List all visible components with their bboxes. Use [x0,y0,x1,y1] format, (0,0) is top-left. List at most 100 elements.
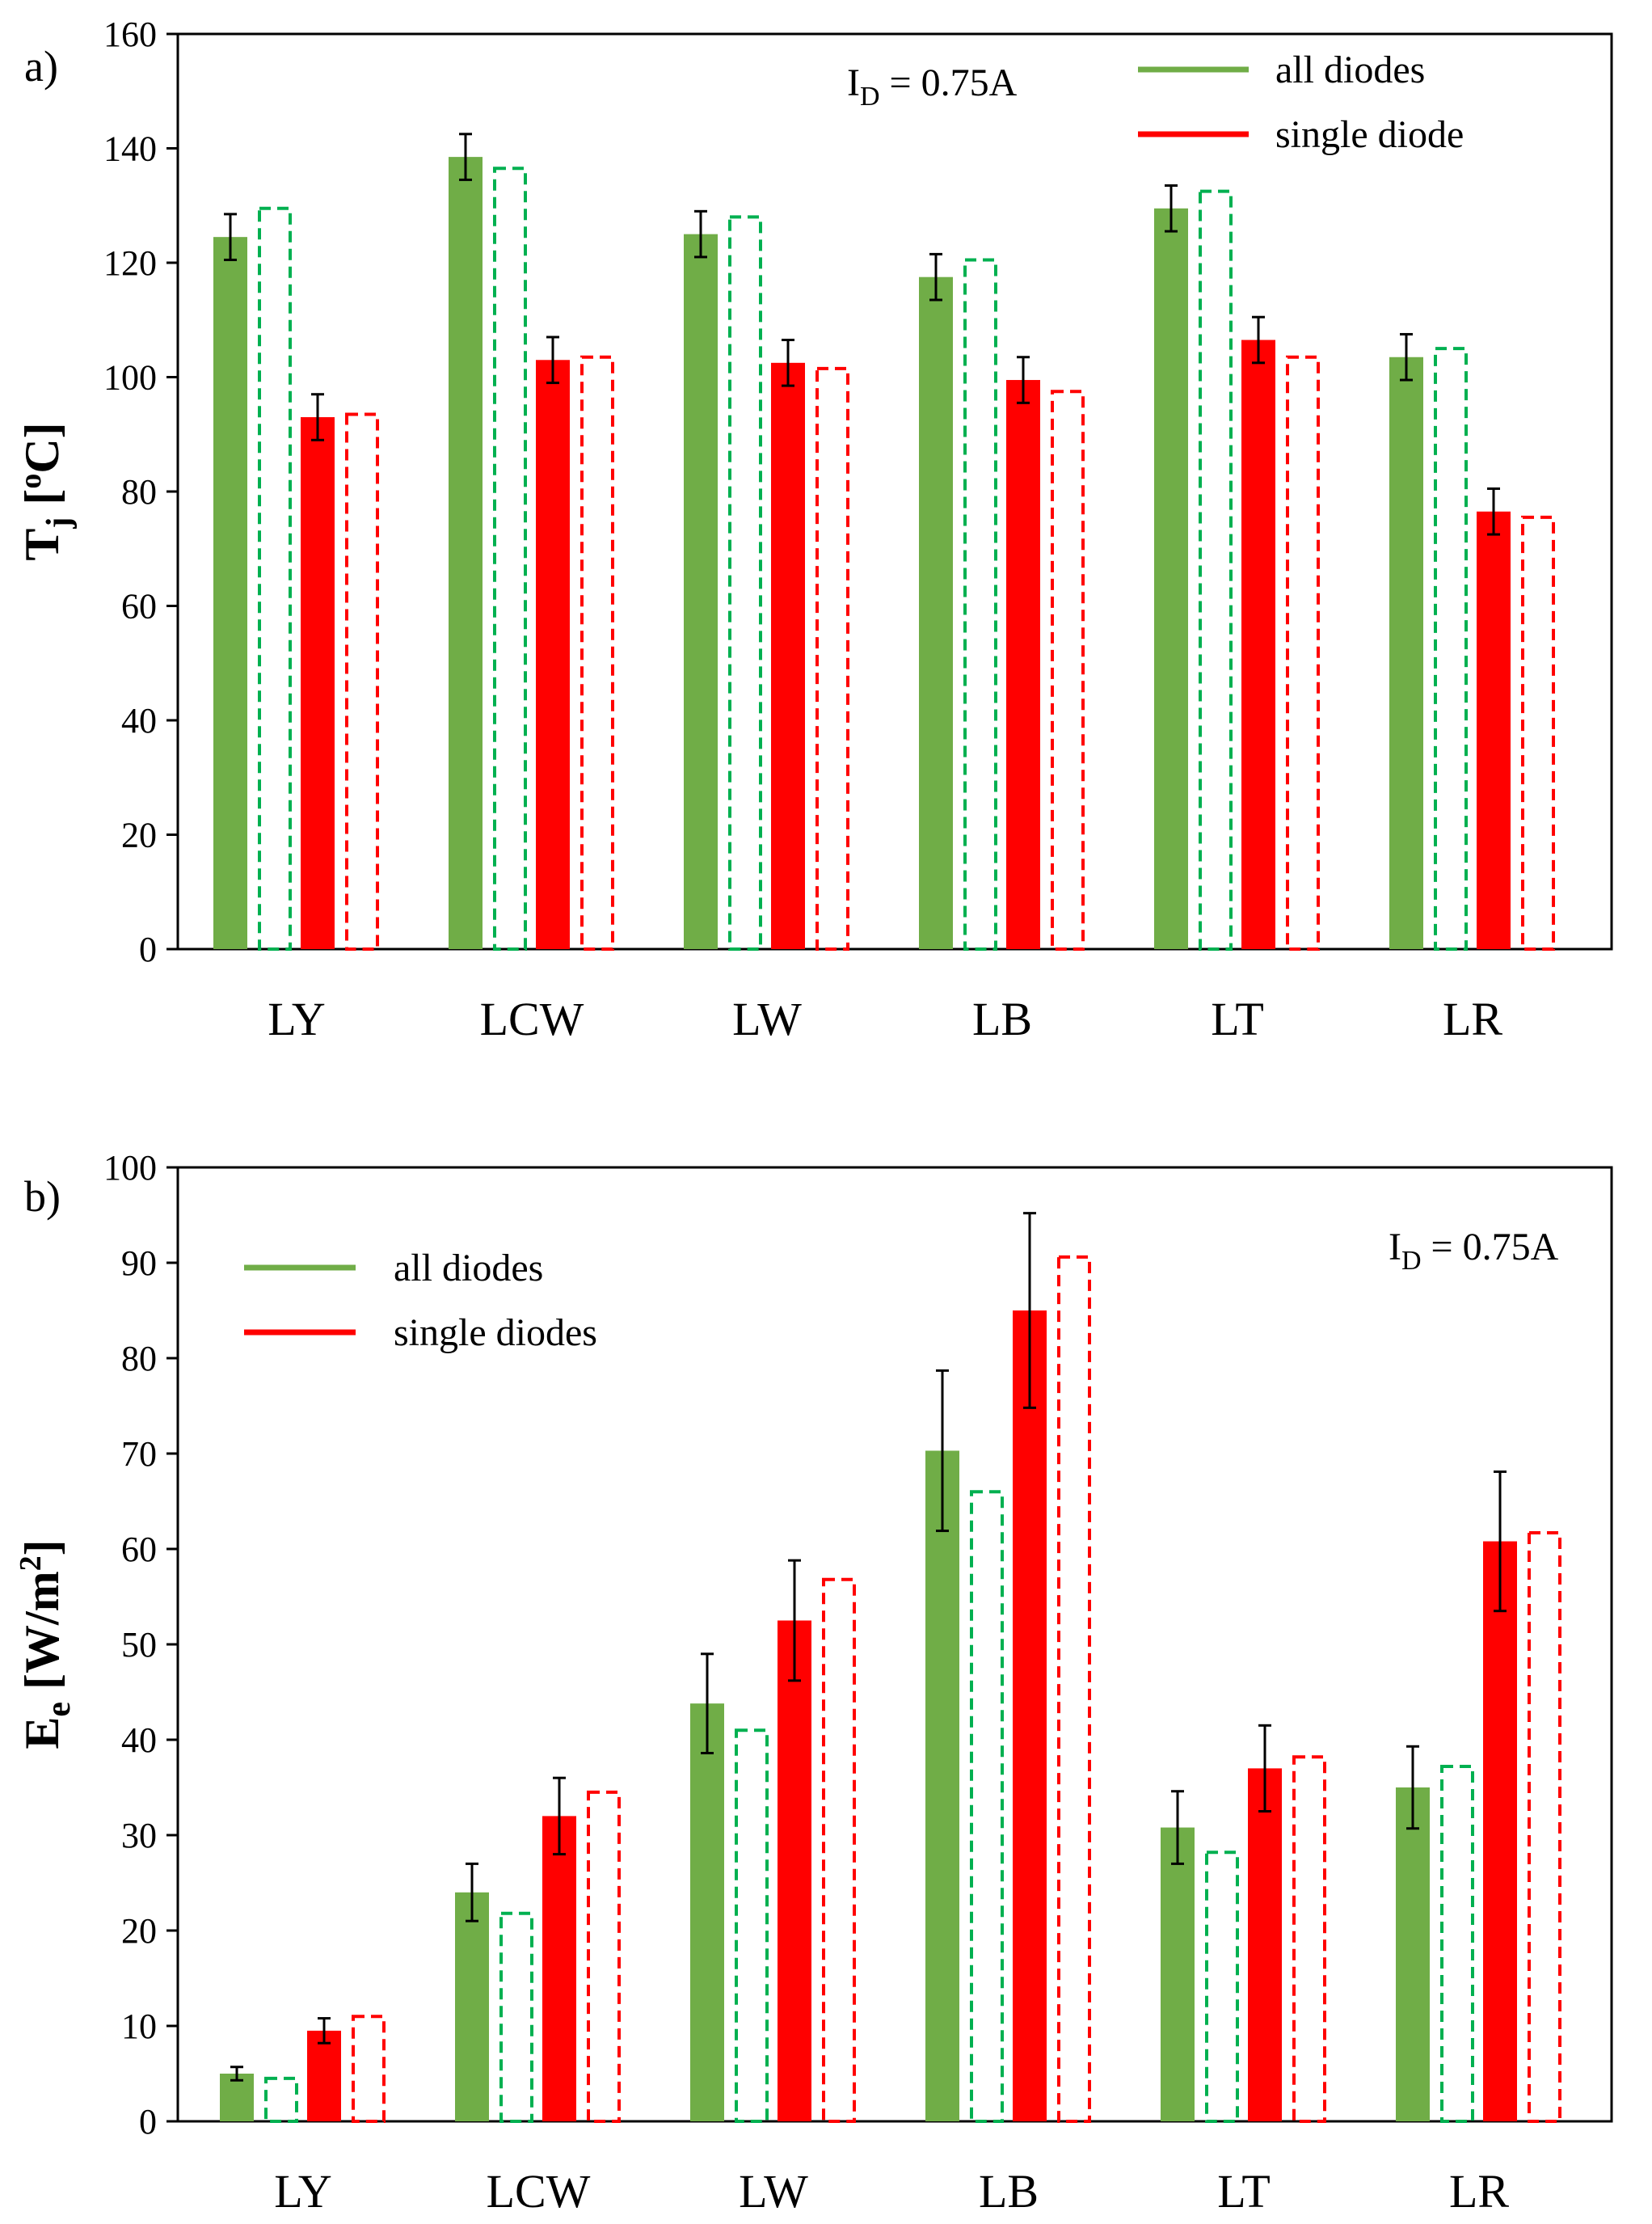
panel-b-current-annotation: ID = 0.75A [1389,1226,1559,1276]
bar-outline-lt-s1 [1199,189,1233,951]
panel-b-x-categories: LY LCW LW LB LT LR [274,2165,1509,2218]
y-tick-label: 160 [103,15,157,54]
x-category-lw: LW [739,2165,808,2218]
x-category-lw: LW [732,993,802,1045]
bar-lw-s0 [684,234,718,949]
bar-outline-lb-s3 [1057,1255,1091,2123]
bar-outline-ly-s3 [345,412,379,951]
panel-a-bars [213,133,1555,952]
bar-outline-lt-s3 [1292,1755,1326,2123]
x-category-ly: LY [274,2165,332,2218]
panel-a-legend: all diodes single diode [1138,49,1464,156]
y-tick-label: 60 [121,587,157,627]
legend-label-all-diodes: all diodes [1275,49,1425,91]
panel-b-legend: all diodes single diodes [244,1247,597,1354]
y-tick-label: 0 [139,2102,157,2142]
bar-lr-s0 [1396,1787,1430,2121]
bar-lcw-s0 [449,157,483,950]
bar-lr-s2 [1477,511,1511,949]
legend-label-single-diodes: single diodes [394,1311,597,1354]
bar-outline-lcw-s3 [587,1790,621,2123]
x-category-lcw: LCW [480,993,584,1045]
bar-outline-ly-s1 [258,206,292,952]
x-category-lr: LR [1443,993,1502,1045]
bar-outline-lcw-s3 [580,355,614,951]
bar-lt-s2 [1241,340,1275,949]
bar-ly-s2 [301,417,335,949]
bar-lt-s0 [1154,208,1188,950]
x-category-lt: LT [1211,993,1264,1045]
y-tick-label: 0 [139,930,157,969]
y-tick-label: 40 [121,701,157,741]
bar-outline-lr-s1 [1434,347,1468,951]
panel-a-y-axis-label: Tj [oC] [14,422,78,560]
bar-outline-lr-s3 [1528,1530,1561,2123]
y-tick-label: 50 [121,1625,157,1665]
y-tick-label: 100 [103,1148,157,1188]
bar-outline-lb-s1 [963,258,997,951]
bar-ly-s0 [220,2074,254,2121]
y-tick-label: 90 [121,1243,157,1283]
bar-ly-s0 [213,237,247,950]
bar-outline-lb-s1 [970,1490,1004,2123]
bar-outline-lb-s3 [1051,390,1085,951]
bar-outline-lw-s3 [822,1577,856,2123]
x-category-lr: LR [1449,2165,1509,2218]
bar-lr-s2 [1483,1541,1517,2121]
y-tick-label: 120 [103,243,157,283]
y-tick-label: 80 [121,1339,157,1378]
bar-lr-s0 [1389,357,1423,949]
bar-lw-s0 [690,1703,724,2121]
bar-lt-s2 [1248,1768,1282,2121]
y-tick-label: 10 [121,2007,157,2046]
bar-outline-lt-s1 [1205,1851,1239,2123]
y-tick-label: 20 [121,1911,157,1951]
panel-b-y-ticks: 0 10 20 30 40 50 60 70 80 90 100 [103,1148,178,2142]
y-tick-label: 30 [121,1816,157,1855]
panel-a-label: a) [24,42,58,91]
bar-lw-s2 [778,1620,811,2121]
bar-lw-s2 [771,362,805,949]
bar-outline-ly-s3 [352,2015,386,2123]
panel-a-x-categories: LY LCW LW LB LT LR [268,993,1502,1045]
bar-outline-lw-s3 [815,366,849,951]
y-tick-label: 20 [121,816,157,855]
bar-lb-s2 [1013,1310,1047,2121]
y-tick-label: 80 [121,472,157,512]
panel-b-label: b) [24,1172,61,1221]
y-tick-label: 40 [121,1720,157,1760]
bar-lcw-s2 [536,360,570,949]
x-category-lb: LB [979,2165,1039,2218]
bar-outline-lr-s1 [1440,1765,1474,2124]
x-category-lt: LT [1217,2165,1271,2218]
y-tick-label: 70 [121,1434,157,1474]
bar-outline-lt-s3 [1286,355,1320,951]
bar-lb-s0 [925,1450,959,2121]
bar-outline-lcw-s1 [499,1911,533,2123]
x-category-ly: LY [268,993,326,1045]
bar-lcw-s0 [455,1892,489,2121]
panel-b-bars [220,1212,1561,2124]
bar-outline-lcw-s1 [493,167,527,951]
bar-lt-s0 [1161,1827,1195,2121]
y-tick-label: 140 [103,129,157,169]
bar-outline-lw-s1 [728,215,762,951]
bar-outline-lw-s1 [735,1728,769,2123]
x-category-lb: LB [972,993,1032,1045]
y-tick-label: 100 [103,358,157,398]
bar-lb-s0 [919,276,953,949]
x-category-lcw: LCW [487,2165,591,2218]
bar-lcw-s2 [542,1816,576,2121]
bar-outline-lr-s3 [1521,515,1555,951]
panel-a-y-ticks: 0 20 40 60 80 100 120 140 160 [103,15,178,969]
panel-a: a) 0 20 40 60 80 100 120 140 160 LY LCW LW LB LT LR T… [14,15,1613,1045]
panel-a-current-annotation: ID = 0.75A [847,61,1018,112]
bar-ly-s2 [307,2030,341,2121]
y-tick-label: 60 [121,1530,157,1569]
panel-b-y-axis-label: Ee [W/m2] [14,1539,78,1749]
legend-label-all-diodes: all diodes [394,1247,543,1289]
bar-lb-s2 [1006,380,1040,950]
legend-label-single-diode: single diode [1275,113,1464,156]
